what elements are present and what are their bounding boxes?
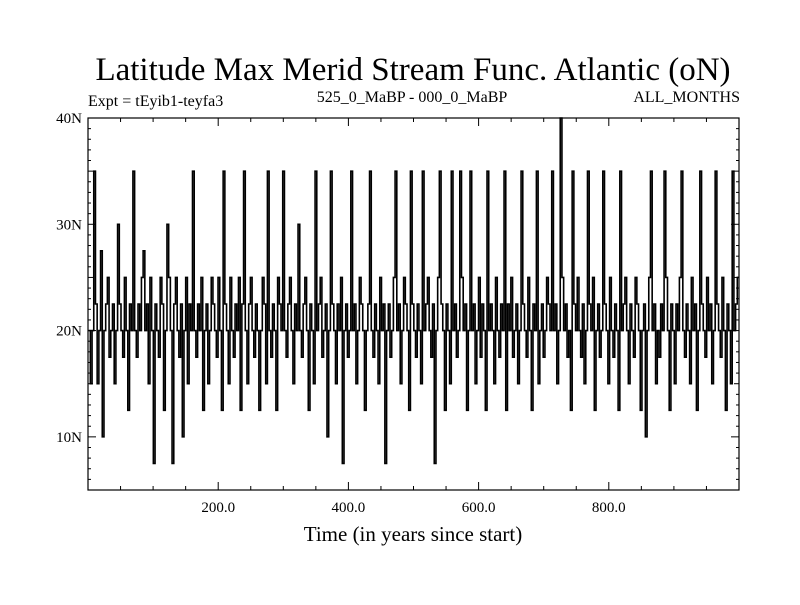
y-tick-label: 30N: [56, 217, 82, 233]
axis-layer: 200.0 400.0 600.0 800.0 10N 20N 30N 40N: [56, 111, 739, 516]
x-tick-label: 400.0: [332, 500, 366, 516]
chart-subtitle-left: Expt = tEyib1-teyfa3: [88, 93, 223, 110]
y-tick-label: 10N: [56, 430, 82, 446]
series-line: [88, 117, 739, 465]
chart-title: Latitude Max Merid Stream Func. Atlantic…: [95, 52, 730, 88]
y-tick-label: 40N: [56, 111, 82, 127]
x-axis-label: Time (in years since start): [304, 522, 523, 546]
x-tick-label: 200.0: [201, 500, 235, 516]
series-layer: [88, 117, 739, 465]
x-tick-label: 800.0: [592, 500, 626, 516]
chart-subtitle-center: 525_0_MaBP - 000_0_MaBP: [317, 89, 508, 106]
x-tick-label: 600.0: [462, 500, 496, 516]
y-tick-label: 20N: [56, 324, 82, 340]
chart-subtitle-right: ALL_MONTHS: [633, 89, 740, 106]
